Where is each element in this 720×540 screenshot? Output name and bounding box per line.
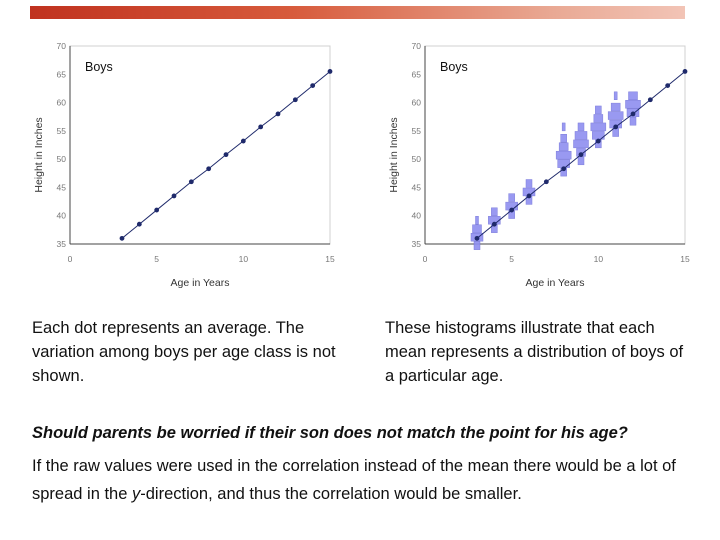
data-point xyxy=(647,97,653,103)
x-tick-label: 15 xyxy=(325,254,335,264)
histogram-bin xyxy=(577,122,585,132)
body-text-end: -direction, and thus the correlation wou… xyxy=(140,485,522,503)
y-tick-label: 70 xyxy=(412,41,422,51)
title-accent-bar xyxy=(30,6,685,19)
body-text-y: y xyxy=(131,485,141,503)
data-point xyxy=(526,193,532,199)
histogram-bin xyxy=(625,100,641,109)
chart-means: 35 40 45 50 55 60 65 70 0 5 10 15 Boys Age in Years He… xyxy=(25,30,345,300)
y-tick-label: 50 xyxy=(412,154,422,164)
data-point xyxy=(292,97,298,103)
data-point xyxy=(595,138,601,144)
histogram-bin xyxy=(595,105,602,115)
caption-left: Each dot represents an average. The vari… xyxy=(32,319,336,385)
y-tick-label: 45 xyxy=(57,182,67,192)
y-tick-label: 65 xyxy=(57,69,67,79)
y-tick-label: 60 xyxy=(57,98,67,108)
x-tick-label: 10 xyxy=(594,254,604,264)
y-tick-label: 65 xyxy=(412,69,422,79)
body-text-start: If the raw values were used in the corre… xyxy=(32,457,676,503)
x-tick-label: 5 xyxy=(509,254,514,264)
y-axis-label: Height in Inches xyxy=(33,117,45,192)
y-tick-label: 35 xyxy=(412,239,422,249)
x-tick-label: 0 xyxy=(423,254,428,264)
body-text: If the raw values were used in the corre… xyxy=(32,452,702,508)
data-point xyxy=(240,138,246,144)
x-tick-label: 0 xyxy=(68,254,73,264)
y-tick-label: 40 xyxy=(412,211,422,221)
x-tick-label: 15 xyxy=(680,254,690,264)
histogram-bin xyxy=(574,131,588,140)
data-point xyxy=(543,179,549,185)
data-point xyxy=(327,69,333,74)
histogram-bin xyxy=(508,193,515,202)
data-point xyxy=(613,124,619,130)
histogram-bin xyxy=(610,102,621,112)
histogram-bin xyxy=(628,91,638,100)
chart-means-svg: 35 40 45 50 55 60 65 70 0 5 10 15 Boys Age in Years He… xyxy=(33,41,335,289)
histogram-bin xyxy=(558,142,569,151)
y-tick-label: 40 xyxy=(57,211,67,221)
histogram-bin xyxy=(577,156,585,166)
data-point xyxy=(136,221,142,227)
histogram-bin xyxy=(613,91,618,100)
histogram-bin xyxy=(475,216,479,225)
histogram-bin xyxy=(629,117,637,126)
y-tick-label: 55 xyxy=(57,126,67,136)
data-point xyxy=(682,69,688,74)
histogram-bin xyxy=(590,122,607,132)
question-text: Should parents be worried if their son d… xyxy=(32,424,628,442)
histogram-bin xyxy=(555,150,572,160)
x-tick-label: 5 xyxy=(154,254,159,264)
y-axis-label: Height in Inches xyxy=(388,117,400,192)
histogram-bin xyxy=(472,224,482,233)
x-axis-label: Age in Years xyxy=(171,277,230,289)
chart-title: Boys xyxy=(440,60,468,74)
x-tick-label: 10 xyxy=(239,254,249,264)
histogram-bin xyxy=(612,128,619,137)
data-point xyxy=(561,166,567,172)
y-tick-label: 45 xyxy=(412,182,422,192)
plot-area xyxy=(69,45,331,245)
data-point xyxy=(154,207,160,213)
histogram-bin xyxy=(525,179,533,188)
data-point xyxy=(258,124,264,130)
data-point xyxy=(491,221,497,227)
chart-title: Boys xyxy=(85,60,113,74)
data-point xyxy=(630,111,636,117)
histogram-bin xyxy=(491,207,498,216)
plot-area xyxy=(424,45,686,245)
histogram-bin xyxy=(593,114,604,123)
y-tick-label: 70 xyxy=(57,41,67,51)
histogram-bin xyxy=(561,122,566,132)
data-point xyxy=(119,235,125,241)
data-point xyxy=(188,179,194,185)
data-point xyxy=(509,207,515,213)
y-tick-label: 60 xyxy=(412,98,422,108)
histogram-bin xyxy=(473,241,481,250)
data-point xyxy=(206,166,212,172)
x-axis-label: Age in Years xyxy=(526,277,585,289)
y-tick-label: 55 xyxy=(412,126,422,136)
chart-histograms-svg: 35 40 45 50 55 60 65 70 0 5 10 15 Boys Age in Years He… xyxy=(388,41,690,289)
data-point xyxy=(578,152,584,158)
data-point xyxy=(474,235,480,241)
y-tick-label: 50 xyxy=(57,154,67,164)
data-point xyxy=(171,193,177,199)
data-point xyxy=(310,83,316,88)
data-point xyxy=(275,111,281,117)
caption-right: These histograms illustrate that each me… xyxy=(385,319,684,385)
chart-histograms: 35 40 45 50 55 60 65 70 0 5 10 15 Boys Age in Years He… xyxy=(380,30,700,300)
histogram-bin xyxy=(607,111,624,120)
data-point xyxy=(223,152,229,158)
data-point xyxy=(665,83,671,88)
histogram-bin xyxy=(560,134,567,143)
y-tick-label: 35 xyxy=(57,239,67,249)
histogram-bin xyxy=(573,139,589,149)
